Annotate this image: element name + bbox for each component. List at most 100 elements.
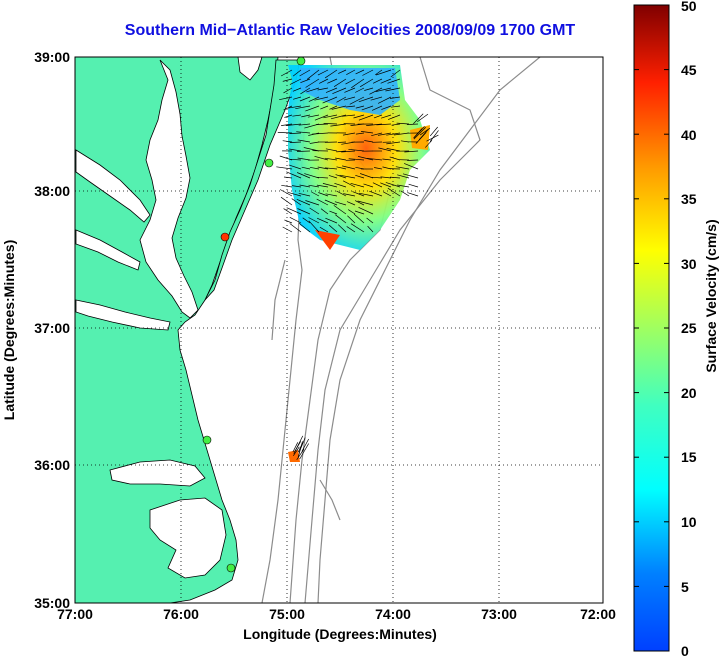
velocity-vector — [402, 173, 419, 179]
colorbar-ticks — [634, 4, 669, 587]
velocity-vector — [305, 78, 320, 88]
velocity-vector — [334, 182, 347, 188]
velocity-vector — [324, 167, 338, 170]
velocity-vector — [285, 123, 302, 126]
velocity-vector — [320, 208, 329, 215]
velocity-vector — [376, 123, 392, 126]
velocity-vector — [308, 217, 320, 224]
velocity-vector — [355, 105, 365, 109]
x-tick-label: 77:00 — [57, 606, 93, 622]
velocity-vector — [383, 191, 392, 197]
velocity-vector — [281, 184, 293, 188]
colorbar — [633, 4, 670, 652]
velocity-vector — [309, 166, 320, 170]
velocity-vector — [297, 442, 304, 453]
velocity-vector — [297, 157, 311, 161]
velocity-vector — [408, 183, 419, 188]
eastern-shore — [204, 59, 301, 301]
velocity-vector — [290, 158, 302, 161]
velocity-vector — [374, 69, 383, 76]
velocity-vector — [327, 78, 338, 84]
velocity-vector — [324, 157, 338, 161]
velocity-vector — [305, 200, 320, 206]
velocity-vector — [390, 105, 401, 108]
velocity-vector — [357, 200, 374, 206]
velocity-vector — [315, 123, 329, 125]
velocity-vector — [317, 69, 329, 76]
velocity-vector — [429, 126, 438, 137]
y-tick-label: 37:00 — [34, 320, 70, 336]
velocity-vector — [323, 123, 338, 125]
velocity-vector — [296, 172, 311, 179]
velocity-vector — [289, 132, 302, 134]
station-marker — [226, 563, 236, 573]
velocity-vector — [296, 150, 311, 152]
velocity-vector — [288, 164, 302, 170]
velocity-vector — [301, 438, 310, 452]
colorbar-tick-label: 40 — [681, 127, 697, 143]
velocity-vector — [350, 223, 365, 233]
velocity-vector — [348, 148, 365, 152]
velocity-vector — [380, 114, 392, 119]
velocity-vector — [371, 132, 383, 137]
velocity-vector — [293, 446, 300, 457]
albemarle-sound — [109, 459, 206, 487]
velocity-vector — [283, 208, 293, 215]
velocity-vector — [382, 158, 392, 161]
velocity-vector — [289, 223, 302, 233]
velocity-vector — [397, 174, 410, 179]
colorbar-tick-label: 0 — [681, 643, 689, 659]
velocity-vector — [325, 193, 338, 197]
velocity-vector — [348, 158, 365, 161]
velocity-vector — [328, 224, 338, 233]
station-marker — [264, 158, 274, 168]
james-river — [75, 299, 171, 331]
velocity-vector — [289, 141, 302, 143]
velocity-vector — [296, 448, 305, 460]
velocity-vector — [323, 114, 338, 119]
velocity-vector — [346, 226, 356, 233]
velocity-vector — [332, 87, 347, 95]
velocity-field-north — [288, 65, 430, 250]
colorbar-tick-label: 20 — [681, 385, 697, 401]
velocity-vector — [400, 190, 410, 197]
velocity-vector — [299, 184, 311, 188]
velocity-vector — [318, 192, 329, 197]
velocity-vector — [335, 214, 347, 224]
velocity-vector — [355, 87, 365, 93]
velocity-vector — [289, 78, 302, 85]
velocity-vector — [413, 126, 425, 139]
velocity-vector — [293, 96, 302, 100]
x-tick-label: 76:00 — [163, 606, 199, 622]
velocity-vector — [337, 141, 347, 143]
velocity-vector — [280, 196, 293, 206]
velocity-vector — [337, 224, 347, 233]
velocity-vector — [317, 166, 329, 170]
velocity-vector — [361, 105, 374, 111]
velocity-vector — [298, 222, 311, 233]
velocity-vector — [357, 156, 374, 161]
y-tick-label: 36:00 — [34, 457, 70, 473]
velocity-vector — [382, 166, 392, 170]
velocity-vector — [333, 78, 347, 87]
rappahannock-river — [75, 229, 141, 271]
y-tick-label: 39:00 — [34, 49, 70, 65]
velocity-vector — [371, 105, 383, 111]
velocity-vector — [298, 123, 311, 126]
velocity-vector — [299, 443, 310, 460]
velocity-vector — [299, 96, 311, 102]
velocity-vector — [287, 105, 302, 109]
velocity-vector — [324, 69, 338, 79]
velocity-vector — [372, 182, 383, 188]
colorbar-tick-label: 15 — [681, 449, 697, 465]
velocity-vector — [341, 114, 356, 117]
velocity-vector — [403, 163, 419, 170]
y-tick-label: 35:00 — [34, 595, 70, 611]
velocity-vector — [396, 122, 410, 125]
velocity-vector — [360, 131, 374, 134]
velocity-vector — [308, 184, 320, 188]
velocity-vector — [295, 105, 311, 110]
velocity-vector — [377, 132, 392, 136]
velocity-vector — [346, 69, 356, 76]
velocity-vector — [305, 105, 320, 112]
